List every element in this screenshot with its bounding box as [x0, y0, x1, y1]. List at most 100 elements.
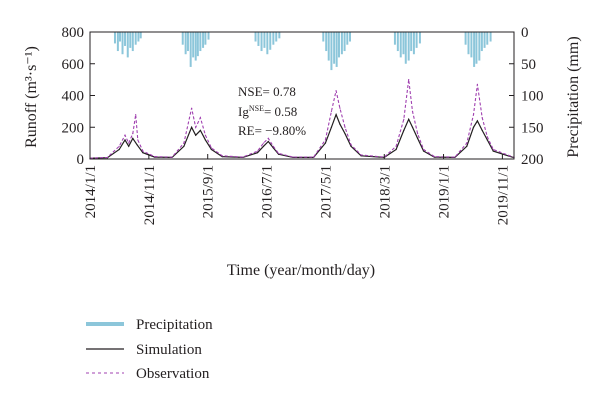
y-right-tick-label: 200: [521, 152, 544, 168]
simulation-point: [136, 144, 138, 146]
observation-point: [210, 147, 212, 149]
y-right-tick-label: 150: [521, 120, 544, 136]
observation-point: [492, 148, 494, 151]
observation-point: [124, 134, 126, 136]
observation-point: [313, 156, 315, 158]
simulation-point: [350, 145, 352, 147]
simulation-point: [416, 137, 419, 139]
y-left-tick-label: 800: [62, 25, 85, 41]
observation-point: [454, 156, 456, 158]
observation-point: [403, 118, 405, 120]
observation-point: [411, 110, 414, 112]
observation-point: [272, 145, 274, 147]
simulation-point: [142, 152, 144, 154]
observation-point: [486, 136, 488, 138]
observation-point: [344, 126, 346, 128]
observation-point: [350, 144, 352, 146]
observation-point: [106, 156, 109, 159]
simulation-point: [395, 148, 397, 151]
observation-point: [416, 133, 419, 135]
observation-point: [472, 113, 475, 116]
simulation-point: [472, 126, 475, 128]
legend-precipitation-label: Precipitation: [136, 317, 213, 333]
observation-point: [204, 134, 206, 136]
simulation-point: [256, 152, 259, 154]
simulation-point: [191, 126, 193, 128]
observation-point: [292, 156, 294, 158]
observation-point: [267, 137, 269, 139]
simulation-point: [408, 118, 410, 120]
observation-point: [433, 156, 436, 158]
x-tick-label: 2018/3/1: [377, 165, 393, 218]
observation-point: [422, 148, 425, 151]
observation-point: [221, 155, 223, 157]
observation-point: [128, 142, 130, 144]
observation-point: [195, 126, 197, 128]
observation-point: [335, 90, 337, 92]
observation-point: [199, 117, 201, 119]
ig-value: = 0.58: [264, 104, 297, 119]
observation-point: [395, 145, 397, 147]
observation-point: [154, 156, 156, 158]
y-right-tick-label: 100: [521, 89, 544, 105]
x-tick-label: 2017/5/1: [318, 165, 334, 218]
simulation-point: [128, 145, 130, 147]
y-left-tick-label: 400: [62, 89, 85, 105]
ig-prefix: Ig: [238, 104, 249, 119]
y-left-tick-label: 600: [62, 57, 85, 73]
observation-point: [132, 133, 134, 135]
runoff-series: [89, 79, 515, 159]
x-tick-label: 2019/11/1: [495, 165, 511, 225]
x-tick-label: 2016/7/1: [260, 165, 276, 218]
simulation-point: [481, 129, 483, 132]
observation-point: [330, 110, 333, 112]
simulation-point: [339, 123, 341, 125]
y-left-tick-label: 200: [62, 120, 85, 136]
observation-point: [360, 154, 362, 156]
simulation-point: [262, 145, 265, 147]
x-tick-label: 2019/1/1: [437, 165, 453, 218]
simulation-point: [204, 139, 206, 141]
precipitation-series: [113, 32, 492, 71]
observation-point: [408, 79, 410, 81]
simulation-point: [267, 140, 269, 143]
observation-point: [183, 142, 185, 144]
simulation-point: [199, 129, 201, 132]
observation-point: [262, 142, 265, 144]
y-axis-left-title: Runoff (m³·s⁻¹): [23, 46, 40, 148]
simulation-point: [422, 150, 425, 152]
simulation-point: [492, 150, 494, 152]
observation-line: [89, 79, 515, 159]
simulation-point: [210, 148, 212, 151]
nse-annotation: NSE= 0.78: [238, 84, 296, 99]
simulation-point: [132, 137, 134, 139]
axes: 0 200 400 600 800 0 50 100 150 200 2014/1/1 2014/11…: [62, 25, 544, 225]
re-annotation: RE= −9.80%: [238, 123, 306, 138]
simulation-point: [124, 139, 126, 141]
y-right-tick-label: 50: [521, 57, 536, 73]
plot-frame: [89, 31, 515, 160]
simulation-point: [403, 129, 405, 132]
ig-superscript: NSE: [249, 104, 264, 113]
simulation-point: [330, 126, 333, 128]
observation-point: [481, 117, 483, 119]
x-tick-label: 2014/1/1: [83, 165, 99, 218]
y-left-tick-label: 0: [77, 152, 85, 168]
simulation-point: [476, 120, 479, 122]
observation-point: [256, 150, 259, 152]
observation-point: [191, 107, 193, 109]
observation-point: [135, 113, 137, 116]
observation-point: [242, 156, 244, 158]
observation-point: [476, 83, 479, 85]
legend: Precipitation Simulation Observation: [86, 317, 213, 382]
observation-point: [466, 142, 468, 144]
x-axis-title: Time (year/month/day): [227, 262, 375, 279]
observation-point: [171, 156, 173, 158]
ig-annotation: IgNSE= 0.58: [238, 104, 297, 119]
observation-point: [324, 139, 327, 141]
simulation-point: [195, 134, 197, 136]
observation-point: [118, 145, 120, 147]
observation-point: [339, 107, 341, 109]
y-axis-right-title: Precipitation (mm): [565, 36, 582, 157]
